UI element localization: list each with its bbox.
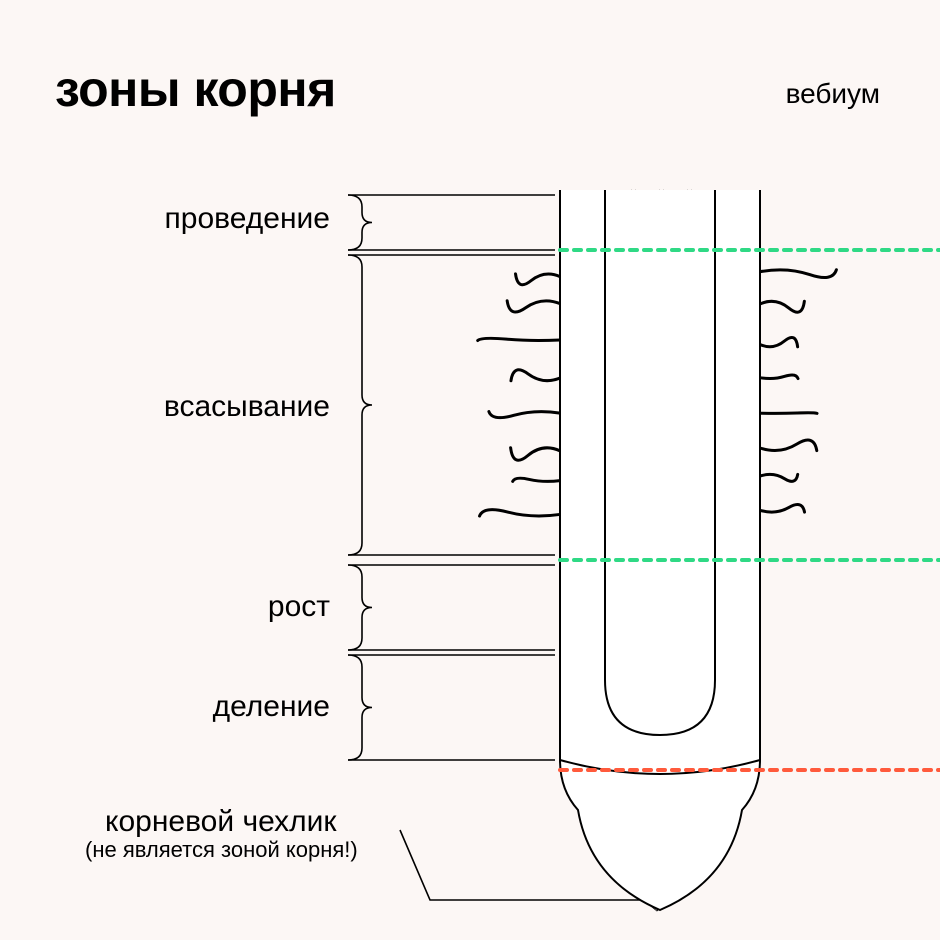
root-diagram-svg	[0, 0, 940, 940]
